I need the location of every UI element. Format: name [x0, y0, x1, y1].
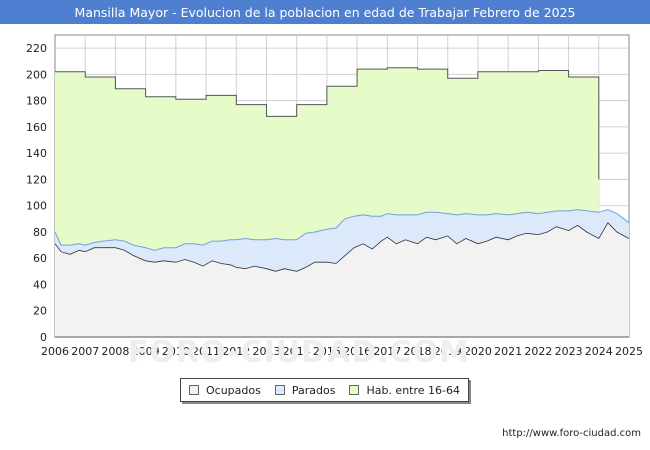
- y-tick-label-0: 0: [40, 331, 47, 344]
- x-tick-label-2017: 2017: [373, 345, 401, 358]
- y-tick-label-120: 120: [26, 173, 47, 186]
- y-tick-label-160: 160: [26, 121, 47, 134]
- legend-item-hab: Hab. entre 16-64: [349, 384, 460, 397]
- legend-item-parados: Parados: [274, 383, 336, 397]
- x-tick-label-2020: 2020: [464, 345, 492, 358]
- x-tick-label-2023: 2023: [555, 345, 583, 358]
- y-tick-label-140: 140: [26, 147, 47, 160]
- x-tick-label-2019: 2019: [434, 345, 462, 358]
- x-tick-label-2025: 2025: [615, 345, 643, 358]
- legend-swatch-ocupados: [188, 385, 199, 395]
- area-layer: [54, 67, 630, 338]
- y-tick-label-220: 220: [26, 42, 47, 55]
- y-tick-label-20: 20: [33, 305, 47, 318]
- x-tick-label-2012: 2012: [222, 345, 250, 358]
- x-tick-label-2010: 2010: [162, 345, 190, 358]
- x-tick-label-2018: 2018: [404, 345, 432, 358]
- x-tick-label-2011: 2011: [192, 345, 220, 358]
- y-tick-label-80: 80: [33, 226, 47, 239]
- legend-label-parados: Parados: [291, 383, 336, 397]
- series-area-ocupados: [55, 222, 629, 337]
- x-tick-label-2022: 2022: [524, 345, 552, 358]
- x-tick-label-2021: 2021: [494, 345, 522, 358]
- legend: Ocupados Parados Hab. entre 16-64: [180, 378, 469, 402]
- series-area-parados: [55, 209, 629, 272]
- x-tick-label-2009: 2009: [132, 345, 160, 358]
- y-tick-label-200: 200: [26, 68, 47, 81]
- x-tick-label-2007: 2007: [71, 345, 99, 358]
- y-tick-label-180: 180: [26, 95, 47, 108]
- x-tick-label-2008: 2008: [101, 345, 129, 358]
- x-tick-label-2015: 2015: [313, 345, 341, 358]
- x-tick-label-2014: 2014: [283, 345, 311, 358]
- chart-title: Mansilla Mayor - Evolucion de la poblaci…: [0, 0, 650, 24]
- footer-url[interactable]: http://www.foro-ciudad.com: [502, 428, 641, 439]
- y-tick-label-60: 60: [33, 252, 47, 265]
- legend-label-ocupados: Ocupados: [205, 383, 261, 397]
- y-tick-label-40: 40: [33, 278, 47, 291]
- legend-label-hab: Hab. entre 16-64: [366, 383, 460, 397]
- legend-item-ocupados: Ocupados: [188, 383, 261, 397]
- legend-swatch-hab: [349, 385, 360, 395]
- series-line-hab: [55, 67, 600, 180]
- series-line-ocupados: [54, 222, 630, 272]
- x-tick-label-2016: 2016: [343, 345, 371, 358]
- x-tick-label-2024: 2024: [585, 345, 613, 358]
- x-tick-label-2013: 2013: [252, 345, 280, 358]
- legend-swatch-parados: [274, 385, 285, 395]
- y-tick-label-100: 100: [26, 200, 47, 213]
- x-tick-label-2006: 2006: [41, 345, 69, 358]
- series-line-parados: [54, 209, 630, 251]
